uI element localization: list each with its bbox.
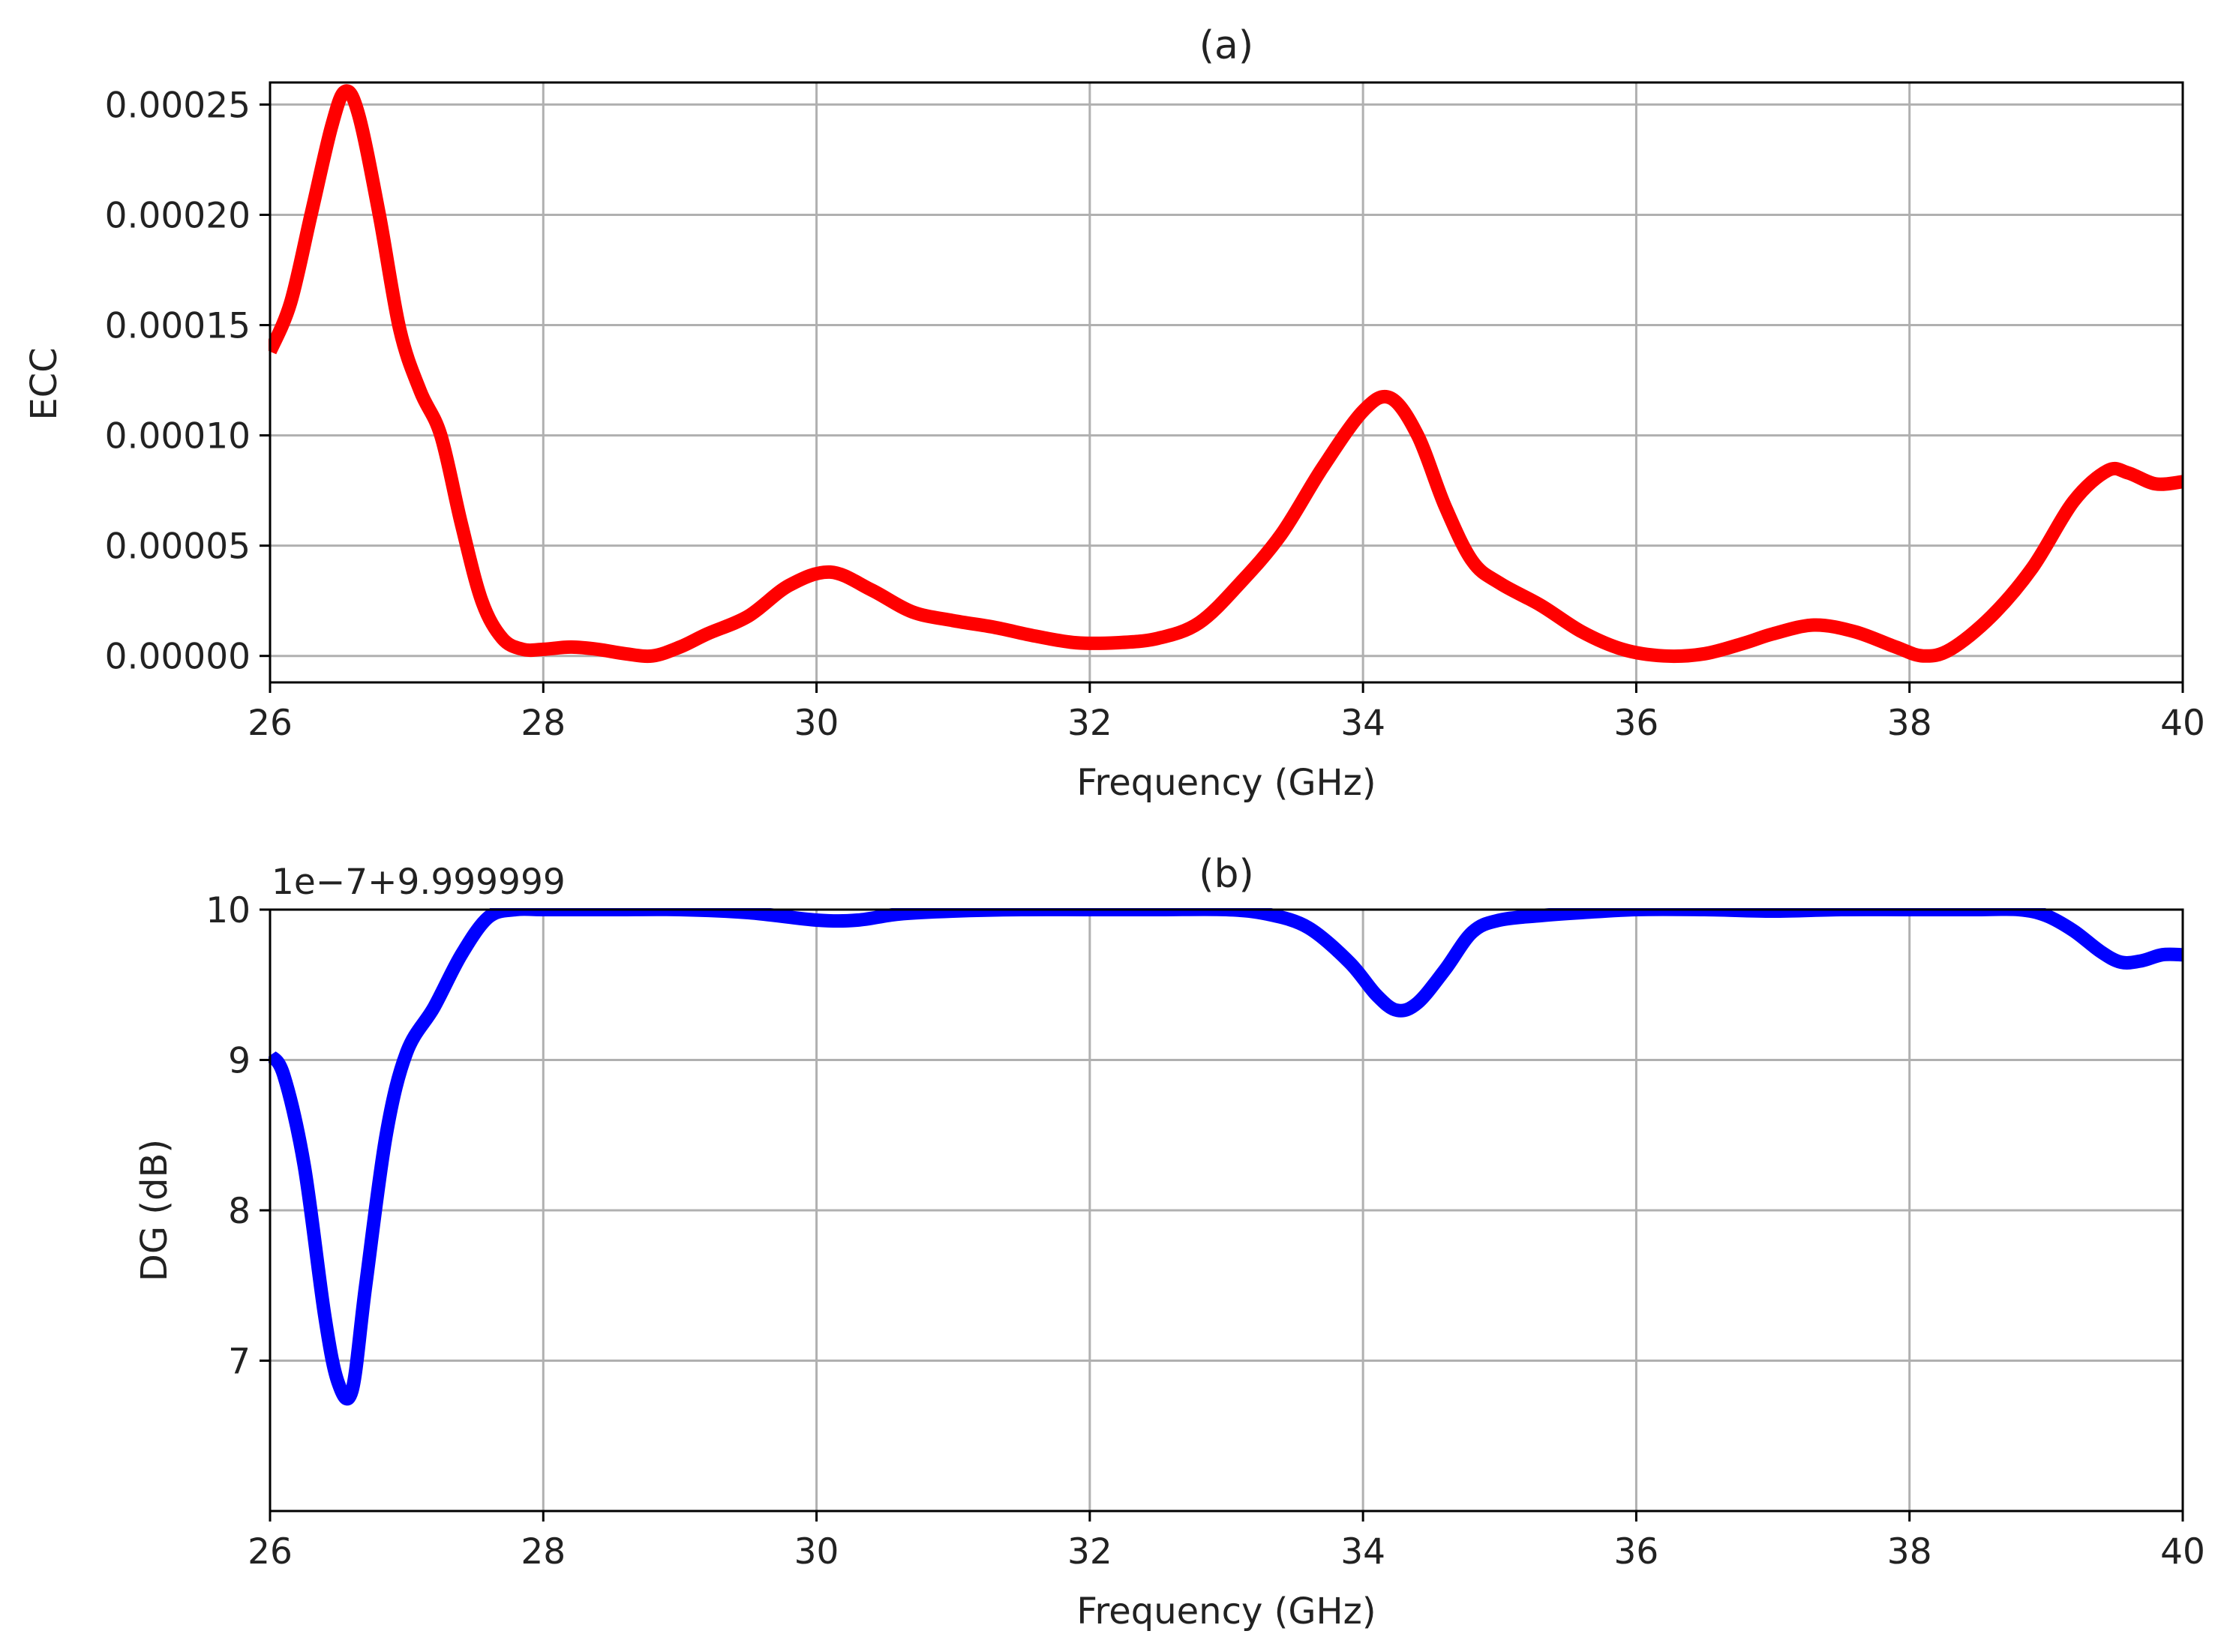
x-tick-label-a: 38 bbox=[1887, 703, 1932, 744]
x-axis-label-b: Frequency (GHz) bbox=[1076, 1591, 1376, 1633]
y-tick-label-a: 0.00025 bbox=[105, 85, 251, 126]
y-tick-label-b: 8 bbox=[228, 1191, 251, 1232]
series-line-a-ecc bbox=[269, 84, 2184, 664]
x-tick-label-a: 36 bbox=[1614, 703, 1659, 744]
y-tick-label-a: 0.00000 bbox=[105, 637, 251, 678]
y-axis-label-a: ECC bbox=[23, 347, 65, 420]
x-tick-label-a: 30 bbox=[794, 703, 839, 744]
chart-title-a: (a) bbox=[1199, 23, 1253, 68]
x-tick-label-b: 32 bbox=[1067, 1531, 1112, 1573]
x-tick-label-a: 32 bbox=[1067, 703, 1112, 744]
x-axis-label-a: Frequency (GHz) bbox=[1076, 762, 1376, 804]
x-tick-label-a: 28 bbox=[521, 703, 566, 744]
series-a bbox=[269, 84, 2184, 664]
ticks-b: 26 28 30 32 34 36 38 40 7 8 9 10 bbox=[206, 890, 2205, 1573]
x-tick-label-a: 26 bbox=[248, 703, 293, 744]
grid-a bbox=[269, 82, 2184, 682]
x-tick-label-b: 40 bbox=[2160, 1531, 2205, 1573]
y-axis-label-b: DG (dB) bbox=[134, 1139, 176, 1282]
y-tick-label-b: 9 bbox=[228, 1041, 251, 1082]
y-tick-label-b: 7 bbox=[228, 1342, 251, 1383]
ticks-a: 26 28 30 32 34 36 38 40 0.00000 0.00005 0.00010 0.0… bbox=[105, 85, 2205, 744]
x-tick-label-a: 40 bbox=[2160, 703, 2205, 744]
chart-panel-a: 26 28 30 32 34 36 38 40 0.00000 0.00005 0.00010 0.0… bbox=[23, 23, 2205, 804]
y-tick-label-a: 0.00005 bbox=[105, 526, 251, 568]
chart-title-b: (b) bbox=[1199, 852, 1254, 897]
y-tick-label-b: 10 bbox=[206, 890, 251, 931]
axes-frame-a bbox=[269, 81, 2184, 684]
y-tick-label-a: 0.00020 bbox=[105, 195, 251, 236]
x-tick-label-b: 36 bbox=[1614, 1531, 1659, 1573]
y-tick-label-a: 0.00015 bbox=[105, 306, 251, 347]
x-tick-label-b: 38 bbox=[1887, 1531, 1932, 1573]
x-tick-label-b: 26 bbox=[248, 1531, 293, 1573]
x-tick-label-b: 34 bbox=[1340, 1531, 1385, 1573]
x-tick-label-b: 28 bbox=[521, 1531, 566, 1573]
x-tick-label-b: 30 bbox=[794, 1531, 839, 1573]
x-tick-label-a: 34 bbox=[1340, 703, 1385, 744]
y-tick-label-a: 0.00010 bbox=[105, 416, 251, 457]
y-axis-offset-text-b: 1e−7+9.999999 bbox=[272, 862, 566, 903]
